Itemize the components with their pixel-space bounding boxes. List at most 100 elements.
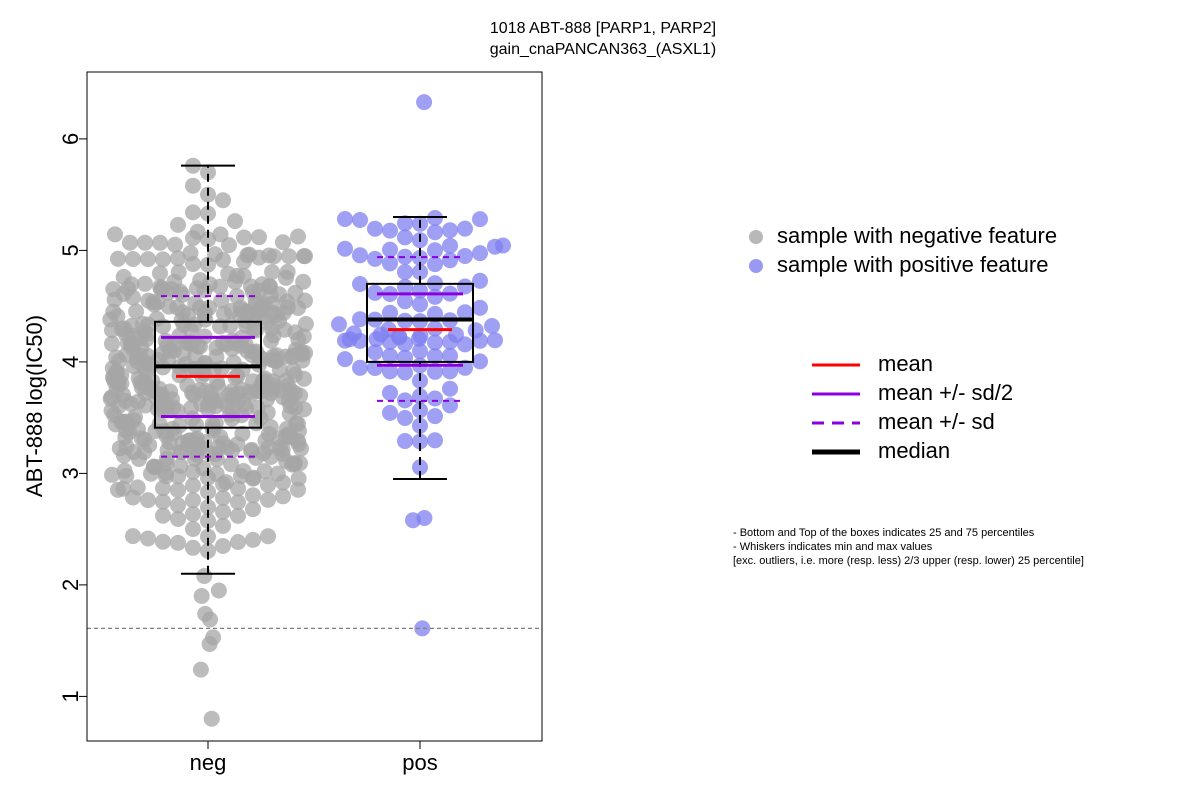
data-point-neg	[155, 251, 171, 268]
data-point-neg	[193, 588, 210, 604]
data-point-neg	[192, 272, 209, 289]
data-point-neg	[228, 288, 245, 305]
data-point-pos	[442, 252, 458, 269]
data-point-pos	[442, 222, 458, 239]
data-point-neg	[245, 487, 261, 504]
data-point-neg	[275, 488, 291, 505]
data-point-pos	[367, 344, 383, 361]
x-tick-label-neg: neg	[190, 750, 227, 775]
data-point-neg	[275, 234, 291, 251]
data-point-pos	[472, 272, 488, 289]
data-point-neg	[185, 539, 201, 556]
data-point-neg	[260, 476, 276, 493]
data-point-neg	[172, 458, 189, 474]
data-point-pos	[397, 229, 413, 246]
data-point-neg	[235, 463, 252, 479]
data-point-neg	[127, 409, 143, 425]
data-point-pos	[412, 433, 428, 450]
data-point-pos	[412, 417, 428, 434]
data-point-neg	[295, 273, 312, 290]
data-point-neg	[192, 661, 209, 678]
data-point-neg	[115, 480, 132, 497]
data-point-neg	[200, 164, 216, 181]
data-point-neg	[227, 213, 243, 230]
data-point-pos	[382, 347, 398, 364]
data-point-neg	[215, 490, 231, 506]
data-point-pos	[337, 240, 353, 257]
data-point-pos	[382, 255, 398, 272]
notes: - Bottom and Top of the boxes indicates …	[733, 527, 1084, 567]
data-point-neg	[170, 534, 186, 551]
data-point-pos	[352, 276, 368, 292]
data-point-neg	[268, 347, 285, 364]
note-line: - Whiskers indicates min and max values	[733, 541, 933, 553]
stats-layer	[87, 164, 542, 629]
data-point-neg	[290, 228, 306, 245]
data-point-neg	[104, 335, 120, 352]
box-neg	[154, 320, 262, 429]
data-point-pos	[382, 363, 398, 380]
data-point-neg	[185, 506, 201, 523]
data-point-neg	[200, 499, 216, 516]
data-point-pos	[412, 343, 428, 360]
data-point-pos	[487, 332, 503, 349]
data-point-neg	[203, 710, 220, 727]
data-point-pos	[345, 325, 362, 342]
data-point-neg	[140, 492, 156, 509]
plot-frame	[86, 71, 543, 742]
data-point-neg	[230, 480, 246, 497]
data-point-neg	[220, 265, 237, 282]
data-point-neg	[125, 251, 141, 267]
data-point-neg	[171, 417, 188, 434]
data-point-neg	[185, 204, 201, 221]
data-point-neg	[256, 370, 273, 387]
data-point-neg	[140, 292, 157, 309]
data-point-pos	[397, 364, 413, 381]
y-axis-label: ABT-888 log(IC50)	[22, 315, 47, 497]
data-point-neg	[185, 492, 201, 509]
data-point-pos	[352, 212, 368, 228]
data-point-neg	[290, 470, 307, 487]
data-point-pos	[397, 433, 413, 449]
data-point-neg	[215, 538, 231, 554]
data-point-neg	[254, 276, 271, 293]
data-point-pos	[427, 210, 443, 226]
data-point-neg	[170, 264, 187, 281]
data-point-pos	[382, 404, 398, 421]
data-point-pos	[416, 510, 433, 526]
legend-line-label: mean +/- sd	[878, 409, 995, 434]
data-point-neg	[208, 465, 225, 482]
data-point-pos	[352, 311, 368, 328]
data-point-pos	[442, 237, 458, 254]
data-point-pos	[382, 241, 398, 258]
data-point-neg	[215, 503, 231, 520]
data-point-neg	[260, 491, 276, 508]
data-point-neg	[129, 479, 146, 496]
data-point-pos	[414, 620, 431, 637]
data-point-pos	[412, 459, 428, 476]
data-point-pos	[472, 211, 488, 228]
data-point-pos	[427, 256, 443, 273]
data-point-neg	[137, 234, 153, 251]
data-point-pos	[352, 247, 368, 264]
data-point-neg	[230, 494, 246, 511]
data-point-neg	[110, 250, 126, 267]
data-point-neg	[170, 250, 186, 267]
box-pos	[366, 282, 474, 363]
note-line: [exc. outliers, i.e. more (resp. less) 2…	[733, 555, 1084, 567]
data-point-neg	[196, 568, 213, 584]
data-point-pos	[457, 278, 473, 295]
data-point-neg	[140, 251, 156, 268]
data-point-neg	[167, 236, 183, 253]
data-point-neg	[236, 229, 252, 246]
data-point-neg	[245, 531, 261, 548]
y-tick-label-5: 5	[58, 244, 83, 256]
legend-point-swatch	[749, 259, 763, 273]
legend: sample with negative feature sample with …	[749, 223, 1057, 463]
data-point-pos	[397, 215, 413, 232]
data-point-pos	[397, 349, 413, 366]
data-point-pos	[412, 249, 428, 266]
y-axis: 1 2 3 4 5 6	[58, 133, 87, 703]
y-tick-label-2: 2	[58, 579, 83, 591]
data-point-neg	[297, 316, 314, 332]
